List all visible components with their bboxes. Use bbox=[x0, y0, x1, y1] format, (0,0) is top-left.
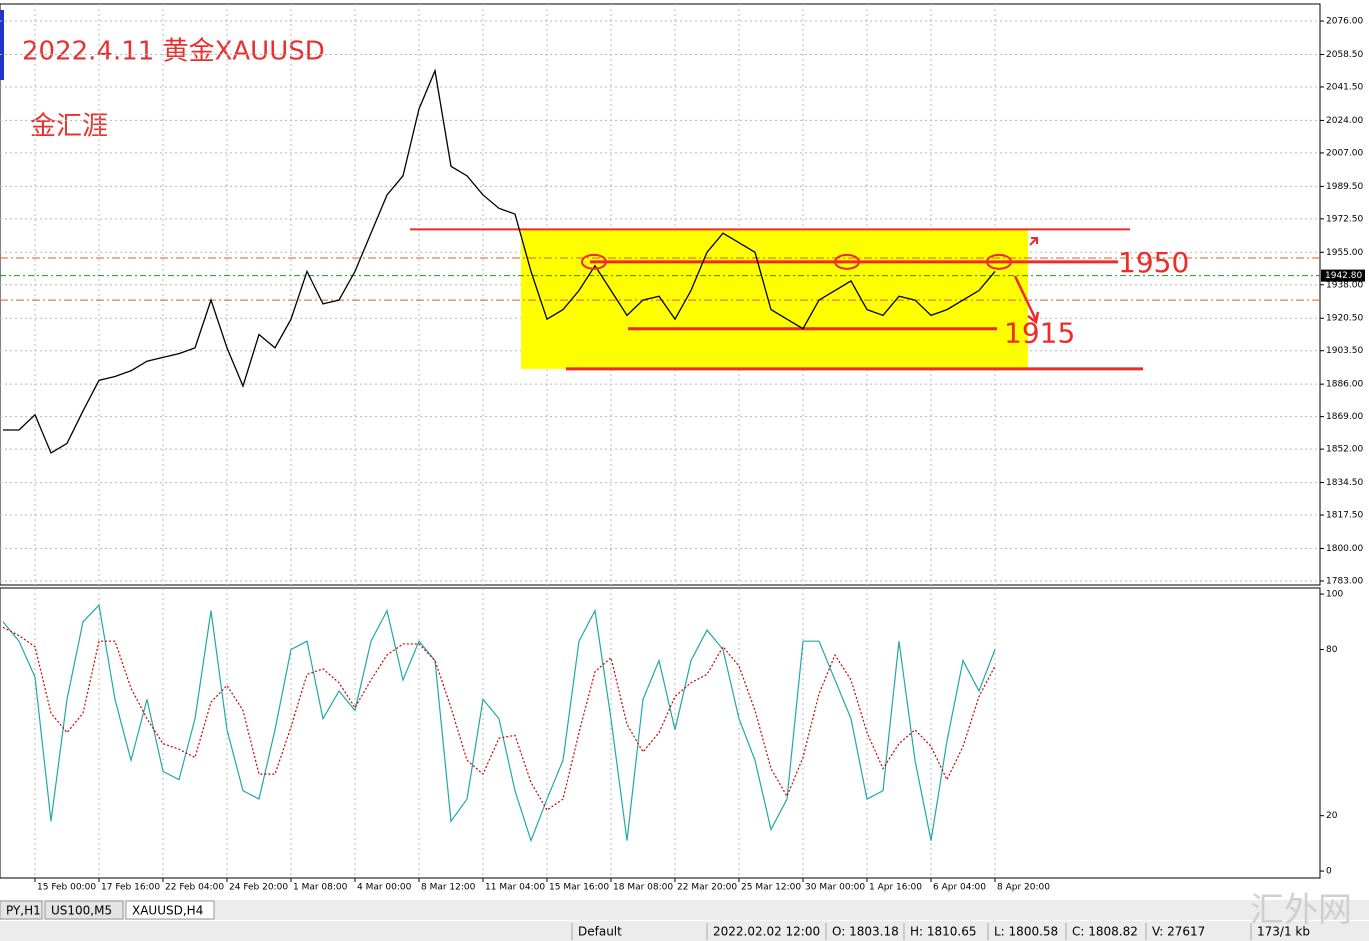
x-tick-label: 11 Mar 04:00 bbox=[485, 883, 545, 893]
status-text: L: 1800.58 bbox=[994, 925, 1058, 939]
y-tick-label: 1783.00 bbox=[1326, 576, 1363, 586]
highlight-circle bbox=[581, 253, 607, 270]
y-tick-label: 2024.00 bbox=[1326, 116, 1363, 126]
y-tick-label: 2007.00 bbox=[1326, 148, 1363, 158]
status-text: C: 1808.82 bbox=[1072, 925, 1138, 939]
y-tick-label: 1834.50 bbox=[1326, 478, 1363, 488]
y-tick-label: 1938.00 bbox=[1326, 280, 1363, 290]
author: 金汇涯 bbox=[30, 112, 108, 142]
price-tag bbox=[1321, 269, 1365, 282]
x-tick-label: 8 Apr 20:00 bbox=[997, 883, 1050, 893]
x-tick-label: 6 Apr 04:00 bbox=[933, 883, 986, 893]
watermark: 汇外网 bbox=[1250, 891, 1352, 931]
indicator-line bbox=[2, 603, 996, 843]
y-tick-label: 1955.00 bbox=[1326, 248, 1363, 258]
y-tick-label: 1817.50 bbox=[1326, 511, 1363, 521]
x-tick-label: 4 Mar 00:00 bbox=[357, 883, 412, 893]
x-tick-label: 8 Mar 12:00 bbox=[421, 883, 476, 893]
side-marker bbox=[0, 10, 4, 80]
indicator-line bbox=[2, 626, 996, 812]
tab-label[interactable]: PY,H1 bbox=[6, 904, 41, 918]
x-tick-label: 25 Mar 12:00 bbox=[741, 883, 801, 893]
range-box bbox=[521, 229, 1028, 369]
status-text: 173/1 kb bbox=[1257, 925, 1310, 939]
price-tag-label: 1942.80 bbox=[1325, 271, 1362, 281]
y-tick-label: 20 bbox=[1326, 811, 1338, 821]
tab-label[interactable]: US100,M5 bbox=[51, 904, 112, 918]
resistance-label: 1950 bbox=[1118, 246, 1189, 279]
y-tick-label: 1972.50 bbox=[1326, 214, 1363, 224]
arrow-down bbox=[1013, 275, 1040, 325]
x-tick-label: 18 Mar 08:00 bbox=[613, 883, 673, 893]
y-tick-label: 2041.50 bbox=[1326, 82, 1363, 92]
x-tick-label: 22 Feb 04:00 bbox=[165, 883, 224, 893]
status-text: H: 1810.65 bbox=[910, 925, 977, 939]
y-tick-label: 100 bbox=[1326, 590, 1343, 600]
x-tick-label: 30 Mar 00:00 bbox=[805, 883, 865, 893]
y-tick-label: 1800.00 bbox=[1326, 544, 1363, 554]
y-tick-label: 0 bbox=[1326, 867, 1332, 877]
y-tick-label: 80 bbox=[1326, 645, 1338, 655]
y-tick-label: 2058.50 bbox=[1326, 50, 1363, 60]
highlight-circle bbox=[986, 253, 1012, 270]
x-tick-label: 1 Mar 08:00 bbox=[293, 883, 348, 893]
y-tick-label: 1903.50 bbox=[1326, 346, 1363, 356]
chart-title: 2022.4.11 黄金XAUUSD bbox=[22, 37, 325, 67]
status-text: 2022.02.02 12:00 bbox=[713, 925, 820, 939]
tab-label[interactable]: XAUUSD,H4 bbox=[132, 904, 203, 918]
x-tick-label: 17 Feb 16:00 bbox=[101, 883, 160, 893]
x-tick-label: 22 Mar 20:00 bbox=[677, 883, 737, 893]
support-label: 1915 bbox=[1004, 317, 1075, 350]
y-tick-label: 1869.00 bbox=[1326, 412, 1363, 422]
tab[interactable] bbox=[44, 900, 124, 920]
x-tick-label: 15 Feb 00:00 bbox=[37, 883, 96, 893]
y-tick-label: 1989.50 bbox=[1326, 182, 1363, 192]
y-tick-label: 1920.50 bbox=[1326, 314, 1363, 324]
status-text: Default bbox=[578, 925, 622, 939]
tab[interactable] bbox=[0, 900, 43, 920]
status-text: V: 27617 bbox=[1152, 925, 1205, 939]
x-tick-label: 1 Apr 16:00 bbox=[869, 883, 922, 893]
status-bar bbox=[0, 921, 1369, 941]
indicator-frame bbox=[0, 587, 1321, 879]
x-tick-label: 24 Feb 20:00 bbox=[229, 883, 288, 893]
arrow-up bbox=[1029, 237, 1038, 246]
x-tick-label: 15 Mar 16:00 bbox=[549, 883, 609, 893]
status-text: O: 1803.18 bbox=[832, 925, 899, 939]
price-frame bbox=[0, 3, 1321, 586]
y-tick-label: 1852.00 bbox=[1326, 445, 1363, 455]
tab-bar bbox=[0, 900, 1369, 920]
highlight-circle bbox=[834, 253, 860, 270]
tab[interactable] bbox=[125, 900, 215, 920]
y-tick-label: 1886.00 bbox=[1326, 380, 1363, 390]
price-line bbox=[3, 68, 996, 454]
y-tick-label: 2076.00 bbox=[1326, 17, 1363, 27]
